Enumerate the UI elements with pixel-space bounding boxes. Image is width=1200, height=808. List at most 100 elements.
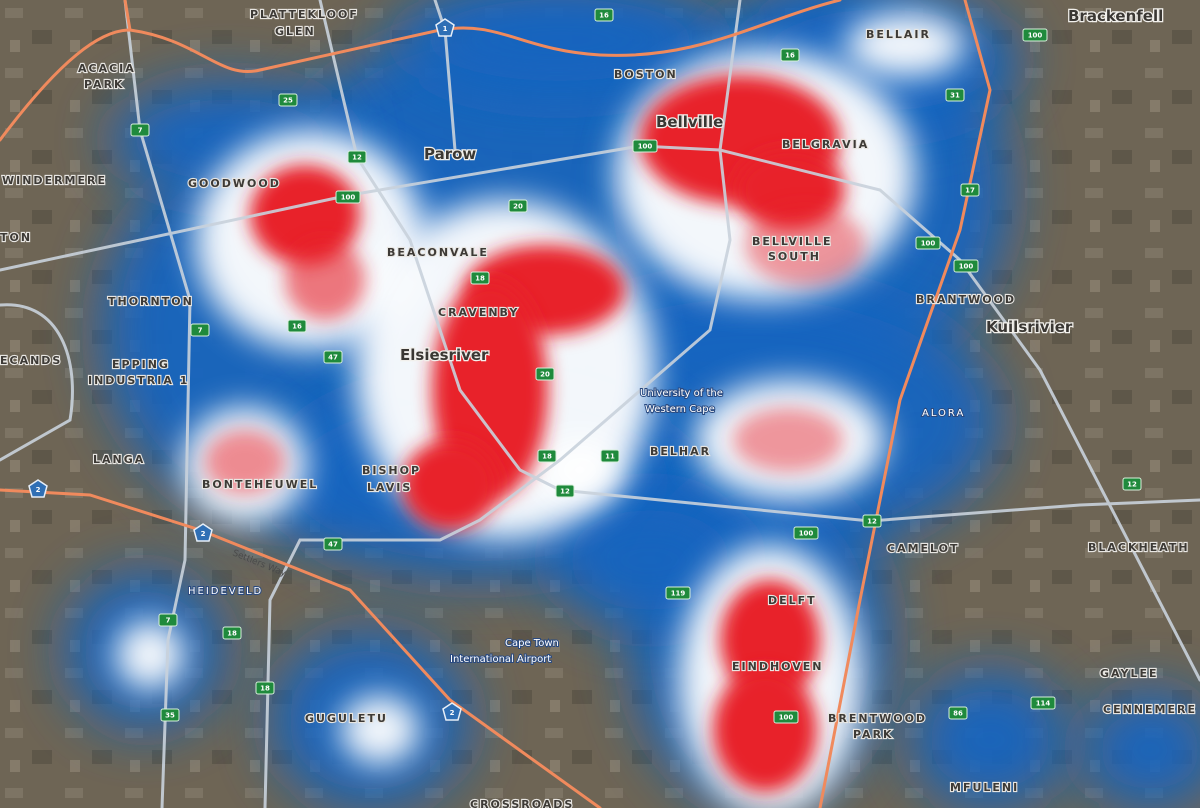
metro-route-shield: 100: [915, 236, 941, 250]
metro-route-shield: 12: [862, 514, 882, 528]
label-thornton: THORNTON: [108, 295, 194, 308]
label-beaconvale: BEACONVALE: [387, 246, 489, 259]
svg-text:12: 12: [560, 488, 570, 496]
metro-route-shield: 16: [594, 8, 614, 22]
label-gugulethu: GUGULETU: [305, 712, 388, 725]
metro-route-shield: 20: [508, 199, 528, 213]
label-elsiesriver: Elsiesriver: [400, 346, 489, 364]
national-route-shield: 2: [193, 523, 213, 542]
svg-text:100: 100: [921, 240, 936, 248]
label-uwc-2: Western Cape: [645, 404, 715, 415]
label-brackenfell: Brackenfell: [1068, 7, 1163, 25]
svg-text:18: 18: [227, 630, 237, 638]
label-heideveld: HEIDEVELD: [188, 586, 263, 597]
metro-route-shield: 25: [278, 93, 298, 107]
metro-route-shield: 119: [665, 586, 691, 600]
svg-text:100: 100: [341, 194, 356, 202]
road-n7: [123, 0, 192, 808]
metro-route-shield: 100: [793, 526, 819, 540]
metro-route-shield: 12: [555, 484, 575, 498]
label-alora: ALORA: [922, 408, 965, 419]
label-gaylee: GAYLEE: [1100, 667, 1159, 680]
label-crossroads: CROSSROADS: [470, 798, 574, 808]
svg-text:18: 18: [260, 685, 270, 693]
svg-text:31: 31: [950, 92, 960, 100]
svg-text:7: 7: [166, 617, 171, 625]
national-route-shield: 1: [435, 18, 455, 37]
label-ecands: ECANDS: [0, 354, 62, 367]
label-kuilsrivier: Kuilsrivier: [986, 318, 1073, 336]
label-bishop-1: BISHOP: [362, 464, 421, 477]
label-boston: BOSTON: [614, 68, 678, 81]
svg-text:100: 100: [779, 714, 794, 722]
label-goodwood: GOODWOOD: [188, 177, 281, 190]
svg-text:18: 18: [542, 453, 552, 461]
metro-route-shield: 47: [323, 537, 343, 551]
heat-zone-low: [910, 670, 1070, 808]
svg-text:1: 1: [443, 25, 448, 33]
road-n2: [0, 488, 602, 808]
label-ton: TON: [0, 231, 32, 244]
svg-text:17: 17: [965, 187, 975, 195]
metro-route-shield: 17: [960, 183, 980, 197]
label-brantwood: BRANTWOOD: [916, 293, 1016, 306]
metro-route-shield: 100: [1022, 28, 1048, 42]
heat-zone-medium: [115, 620, 185, 690]
svg-text:119: 119: [671, 590, 686, 598]
label-acacia: ACACIA: [78, 62, 136, 75]
metro-route-shield: 12: [1122, 477, 1142, 491]
svg-text:114: 114: [1036, 700, 1051, 708]
heat-layer-high: [205, 75, 865, 792]
svg-text:12: 12: [352, 154, 362, 162]
label-plattekloof: PLATTEKLOOF: [250, 8, 359, 21]
label-airport-2: International Airport: [450, 654, 551, 665]
svg-text:100: 100: [799, 530, 814, 538]
heat-zone-high: [733, 408, 843, 472]
metro-route-shield: 7: [130, 123, 150, 137]
label-mfuleni: MFULENI: [950, 781, 1019, 794]
label-bellville-south-1: BELLVILLE: [752, 235, 833, 248]
road-voortrekker: [0, 144, 1200, 682]
metro-route-shield: 18: [537, 449, 557, 463]
metro-route-shield: 100: [632, 139, 658, 153]
label-windermere: WINDERMERE: [2, 174, 107, 187]
svg-text:12: 12: [867, 518, 877, 526]
metro-route-shield: 100: [773, 710, 799, 724]
svg-text:35: 35: [165, 712, 175, 720]
heat-zone-medium: [845, 13, 965, 77]
metro-route-shield: 18: [470, 271, 490, 285]
road-parow: [318, 0, 1200, 523]
label-bellville-south-2: SOUTH: [768, 250, 821, 263]
place-labels: PLATTEKLOOF GLEN ACACIA PARK WINDERMERE …: [0, 6, 1196, 808]
metro-route-shield: 16: [287, 319, 307, 333]
label-parow: Parow: [424, 145, 476, 163]
metro-route-shield: 16: [780, 48, 800, 62]
national-route-shield: 2: [28, 479, 48, 498]
svg-text:100: 100: [1028, 32, 1043, 40]
label-belgravia: BELGRAVIA: [782, 138, 869, 151]
svg-text:100: 100: [638, 143, 653, 151]
label-bellville: Bellville: [656, 113, 723, 131]
metro-route-shield: 12: [347, 150, 367, 164]
label-brentwood-1: BRENTWOOD: [828, 712, 927, 725]
label-bonteheuwel: BONTEHEUWEL: [202, 478, 318, 491]
metro-route-shield: 86: [948, 706, 968, 720]
metro-route-shield: 18: [255, 681, 275, 695]
metro-route-shield: 35: [160, 708, 180, 722]
label-belhar: BELHAR: [650, 445, 711, 458]
label-uwc-1: University of the: [640, 388, 723, 399]
svg-text:2: 2: [201, 530, 206, 538]
heat-zone-low: [1080, 690, 1200, 808]
svg-text:86: 86: [953, 710, 963, 718]
road-n7-top: [123, 0, 132, 32]
label-epping-1: EPPING: [112, 358, 170, 371]
svg-text:11: 11: [605, 453, 615, 461]
heat-zone-high: [402, 440, 498, 530]
label-cravenby: CRAVENBY: [438, 306, 519, 319]
heat-zone-high: [250, 165, 360, 265]
national-route-shield: 2: [442, 702, 462, 721]
label-delft: DELFT: [768, 594, 817, 607]
